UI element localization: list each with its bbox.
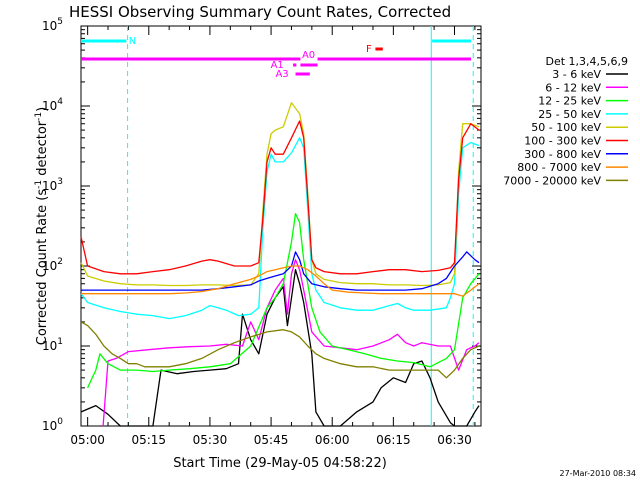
y-tick-label: 102 bbox=[42, 257, 63, 273]
legend-label: 25 - 50 keV bbox=[538, 108, 601, 121]
legend-label: 6 - 12 keV bbox=[545, 81, 601, 94]
legend-label: 7000 - 20000 keV bbox=[503, 174, 601, 187]
x-tick-label: 06:00 bbox=[315, 433, 350, 447]
timestamp: 27-Mar-2010 08:34 bbox=[560, 469, 637, 478]
x-axis: 05:00 05:15 05:30 05:45 06:00 06:15 06:30 bbox=[70, 26, 476, 447]
legend-label: 100 - 300 keV bbox=[524, 135, 601, 148]
y-tick-label: 104 bbox=[42, 97, 63, 113]
x-tick-label: 05:00 bbox=[70, 433, 105, 447]
legend-label: 300 - 800 keV bbox=[524, 148, 601, 161]
annotation-label: A0 bbox=[302, 50, 315, 61]
series-line bbox=[80, 321, 480, 379]
x-axis-label: Start Time (29-May-05 04:58:22) bbox=[173, 456, 387, 471]
series-line bbox=[80, 102, 480, 287]
legend-label: 12 - 25 keV bbox=[538, 95, 601, 108]
y-axis-label: Corrected Count Rate (s-1 detector-1) bbox=[34, 107, 50, 345]
series-line bbox=[80, 269, 480, 427]
y-axis-label-mid: detector bbox=[35, 120, 50, 180]
plot-area bbox=[80, 25, 482, 427]
series-line bbox=[81, 265, 480, 297]
x-tick-label: 06:30 bbox=[437, 433, 472, 447]
series-line bbox=[80, 120, 480, 275]
annotation-label: F bbox=[366, 44, 372, 55]
x-tick-label: 05:15 bbox=[131, 433, 166, 447]
y-axis-label-main: Corrected Count Rate (s bbox=[35, 189, 50, 346]
series-line bbox=[87, 213, 480, 389]
chart-title: HESSI Observing Summary Count Rates, Cor… bbox=[69, 3, 451, 21]
y-tick-label: 100 bbox=[42, 417, 63, 433]
y-axis-label-end: ) bbox=[35, 107, 50, 112]
legend-label: 50 - 100 keV bbox=[531, 121, 601, 134]
series-line bbox=[81, 251, 480, 291]
y-axis-label-sup1: -1 bbox=[34, 180, 44, 189]
series-lines bbox=[80, 102, 480, 427]
y-axis-label-sup2: -1 bbox=[34, 112, 44, 121]
y-tick-label: 105 bbox=[42, 17, 63, 33]
y-tick-label: 103 bbox=[42, 177, 63, 193]
annotation-label: A3 bbox=[275, 69, 288, 80]
legend-title: Det 1,3,4,5,6,9 bbox=[545, 55, 628, 68]
x-tick-label: 05:45 bbox=[254, 433, 289, 447]
series-line bbox=[102, 259, 480, 427]
series-line bbox=[80, 137, 480, 320]
legend-label: 800 - 7000 keV bbox=[517, 161, 601, 174]
legend-label: 3 - 6 keV bbox=[552, 68, 601, 81]
y-tick-label: 101 bbox=[42, 337, 63, 353]
annotation-label: N bbox=[129, 36, 136, 47]
x-tick-label: 05:30 bbox=[193, 433, 228, 447]
annotation-label: A1 bbox=[271, 60, 284, 71]
x-tick-label: 06:15 bbox=[376, 433, 411, 447]
